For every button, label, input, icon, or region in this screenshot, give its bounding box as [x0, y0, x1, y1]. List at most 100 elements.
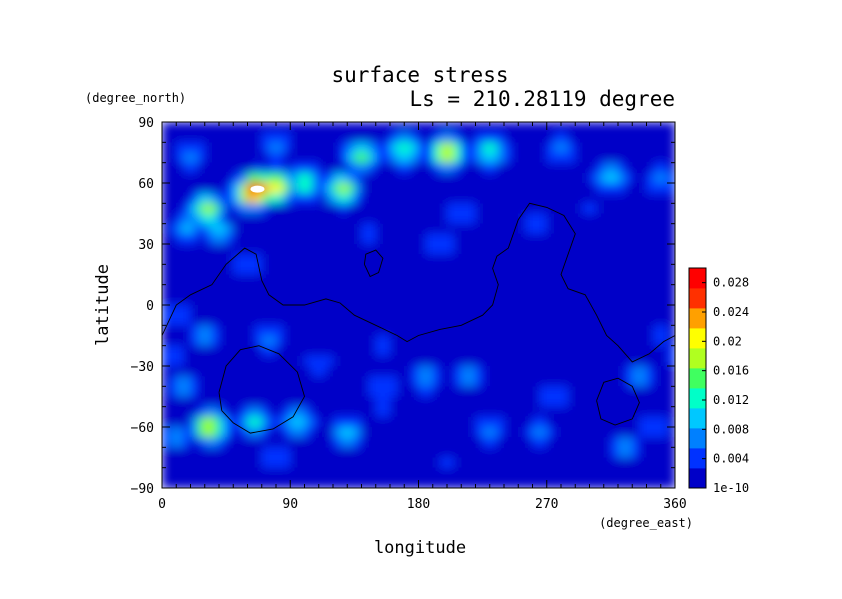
heat-cell [496, 427, 505, 438]
heat-cell [504, 396, 512, 408]
heat-cell [632, 345, 640, 357]
heat-cell [418, 193, 427, 204]
heat-cell [333, 315, 341, 326]
heat-cell [482, 183, 491, 194]
heat-cell [176, 274, 184, 286]
heat-cell [404, 355, 412, 367]
heat-cell [268, 183, 277, 194]
heat-cell [268, 457, 277, 469]
heat-cell [226, 203, 234, 215]
heat-cell [368, 457, 377, 469]
heat-cell [368, 172, 377, 184]
heat-cell [368, 183, 377, 194]
heat-cell [411, 366, 420, 377]
heat-cell [468, 477, 477, 488]
heat-cell [297, 213, 306, 225]
heat-cell [546, 172, 555, 184]
heat-cell [169, 233, 177, 245]
heat-cell [169, 213, 177, 225]
colorbar-segment [689, 268, 706, 289]
heat-cell [603, 305, 612, 316]
heat-cell [290, 335, 298, 347]
heat-cell [561, 427, 569, 438]
topography-contours [162, 202, 675, 434]
heat-cell [397, 152, 405, 164]
heat-cell [553, 284, 562, 296]
heat-cell [625, 284, 633, 296]
heat-cell [404, 244, 412, 255]
heat-cell [639, 172, 648, 184]
heat-cell [653, 284, 662, 296]
heat-cell [297, 467, 306, 479]
heat-cell [511, 132, 519, 143]
heat-cell [625, 223, 633, 235]
heat-cell [639, 427, 648, 438]
heat-cell [468, 233, 477, 245]
heat-cell [190, 427, 199, 438]
heat-cell [504, 416, 512, 428]
heat-cell [254, 254, 263, 265]
heat-cell [219, 366, 227, 377]
heat-cell [575, 213, 583, 225]
heat-cell [411, 325, 420, 337]
heat-cell [482, 376, 491, 387]
heat-cell [354, 264, 363, 276]
heat-cell [226, 447, 234, 459]
heat-cell [561, 254, 569, 265]
heat-cell [169, 447, 177, 459]
heat-cell [532, 315, 541, 326]
heat-cell [489, 223, 498, 235]
heat-cell [468, 305, 477, 316]
heat-cell [504, 427, 512, 438]
heat-cell [311, 355, 320, 367]
heat-cell [382, 427, 391, 438]
heat-cell [468, 355, 477, 367]
heat-cell [411, 244, 420, 255]
heat-cell [290, 142, 298, 154]
heat-cell [411, 416, 420, 428]
heat-cell [667, 406, 675, 418]
heat-cell [297, 427, 306, 438]
heat-cell [404, 457, 412, 469]
heat-cell [219, 223, 227, 235]
heat-cell [183, 122, 192, 133]
heat-cell [390, 396, 398, 408]
heat-cell [646, 142, 655, 154]
heat-cell [325, 264, 334, 276]
heat-cell [247, 457, 256, 469]
heat-cell [247, 355, 256, 367]
heat-cell [219, 437, 227, 448]
heat-cell [226, 142, 234, 154]
heat-cell [325, 254, 334, 265]
heat-cell [290, 376, 298, 387]
heat-cell [304, 355, 313, 367]
heat-cell [575, 203, 583, 215]
heat-cell [539, 193, 548, 204]
heat-cell [404, 274, 412, 286]
heat-cell [347, 345, 355, 357]
heat-cell [276, 427, 284, 438]
heat-cell [219, 162, 227, 174]
heat-cell [639, 386, 648, 398]
heat-cell [504, 244, 512, 255]
heat-cell [546, 213, 555, 225]
heat-cell [532, 305, 541, 316]
heat-cell [311, 183, 320, 194]
heat-cell [382, 294, 391, 306]
heat-cell [482, 366, 491, 377]
heat-cell [226, 345, 234, 357]
heat-cell [439, 172, 448, 184]
heat-cell [226, 223, 234, 235]
heat-cell [439, 416, 448, 428]
heat-cell [211, 162, 220, 174]
heat-cell [546, 396, 555, 408]
heat-cell [197, 335, 206, 347]
heat-cell [425, 366, 434, 377]
heat-cell [447, 396, 455, 408]
heat-cell [653, 406, 662, 418]
heat-cell [333, 284, 341, 296]
heat-cell [276, 244, 284, 255]
heat-cell [311, 345, 320, 357]
heat-cell [318, 477, 327, 488]
heat-cell [632, 183, 640, 194]
